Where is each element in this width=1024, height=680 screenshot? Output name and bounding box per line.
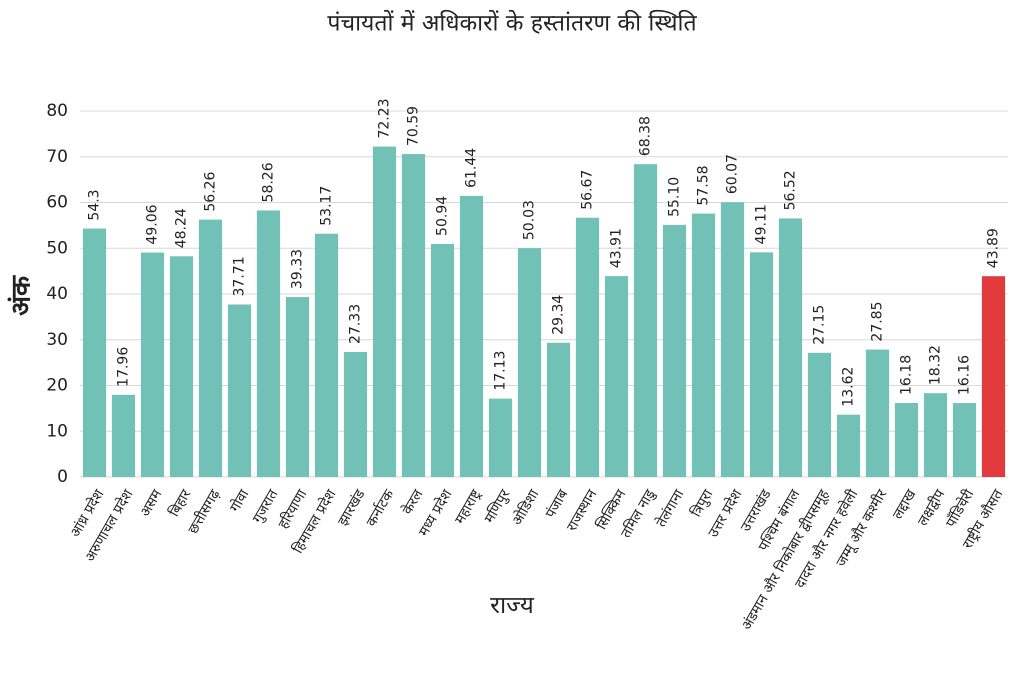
value-label: 29.34	[551, 295, 567, 335]
bar	[981, 276, 1006, 477]
bar	[894, 402, 919, 477]
bar	[691, 213, 716, 477]
bar	[227, 304, 252, 477]
value-label: 50.03	[522, 200, 538, 240]
value-label: 37.71	[232, 256, 248, 296]
x-tick-label: कर्नाटक	[363, 486, 398, 529]
y-tick-label: 50	[46, 238, 68, 258]
bar	[285, 297, 310, 477]
value-label: 49.11	[754, 204, 770, 244]
value-label: 57.58	[696, 165, 712, 205]
value-label: 48.24	[174, 208, 190, 248]
value-label: 60.07	[725, 154, 741, 194]
value-label: 27.85	[870, 301, 886, 341]
bar	[546, 342, 571, 477]
x-axis-label: राज्य	[490, 591, 535, 619]
bar	[111, 394, 136, 477]
y-tick-label: 80	[46, 101, 68, 121]
y-tick-label: 20	[46, 376, 68, 396]
x-tick-label: महाराष्ट्र	[452, 486, 485, 527]
x-tick-label: असम	[137, 486, 165, 519]
value-label: 61.44	[464, 148, 480, 188]
bar	[82, 228, 107, 477]
x-tick-label: त्रिपुरा	[687, 486, 716, 520]
y-tick-label: 40	[46, 284, 68, 304]
value-label: 27.15	[812, 305, 828, 345]
value-label: 70.59	[406, 106, 422, 146]
bar	[401, 154, 426, 477]
value-label: 56.52	[783, 170, 799, 210]
value-label: 39.33	[290, 249, 306, 289]
bar	[198, 219, 223, 477]
x-tick-label: पंजाब	[543, 486, 572, 521]
bar	[749, 252, 774, 477]
value-label: 58.26	[261, 162, 277, 202]
y-axis-label: अंक	[7, 275, 37, 316]
y-tick-label: 10	[46, 421, 68, 441]
value-label: 54.3	[87, 189, 103, 220]
value-label: 56.67	[580, 170, 596, 210]
bar	[807, 352, 832, 477]
value-label: 18.32	[928, 345, 944, 385]
bar	[459, 195, 484, 478]
value-label: 27.33	[348, 304, 364, 344]
x-tick-label: ओडिशा	[508, 486, 542, 528]
bar	[604, 276, 629, 477]
value-label: 55.10	[667, 177, 683, 217]
bar	[720, 202, 745, 477]
value-label: 56.26	[203, 171, 219, 211]
y-tick-label: 70	[46, 147, 68, 167]
bar	[314, 233, 339, 477]
chart-title: पंचायतों में अधिकारों के हस्तांतरण की स्…	[327, 10, 697, 37]
y-tick-label: 60	[46, 193, 68, 213]
bar	[836, 414, 861, 477]
x-tick-label: लद्दाख	[890, 487, 920, 523]
value-label: 43.91	[609, 228, 625, 268]
value-label: 13.62	[841, 367, 857, 407]
bar	[140, 252, 165, 477]
bar	[488, 398, 513, 477]
bar	[633, 164, 658, 477]
bar	[952, 403, 977, 477]
x-tick-label: गोवा	[226, 486, 252, 515]
bar	[256, 210, 281, 477]
value-label: 72.23	[377, 98, 393, 138]
bar	[343, 351, 368, 477]
value-label: 17.96	[116, 347, 132, 387]
bar	[575, 217, 600, 478]
bar	[778, 218, 803, 477]
x-tick-label: तेलंगाना	[653, 486, 688, 530]
value-label: 50.94	[435, 196, 451, 236]
bar	[169, 256, 194, 477]
y-tick-label: 30	[46, 330, 68, 350]
y-tick-label: 0	[57, 467, 68, 487]
bar	[372, 146, 397, 478]
value-label: 16.18	[899, 355, 915, 395]
value-label: 68.38	[638, 116, 654, 156]
bar	[430, 243, 455, 477]
value-label: 17.13	[493, 351, 509, 391]
bar	[923, 393, 948, 477]
value-label: 16.16	[957, 355, 973, 395]
x-tick-label: बिहार	[166, 486, 195, 519]
bar	[865, 349, 890, 477]
bar	[662, 224, 687, 477]
x-tick-label: केरल	[399, 486, 427, 517]
value-label: 49.06	[145, 204, 161, 244]
value-label: 53.17	[319, 186, 335, 226]
value-label: 43.89	[986, 228, 1002, 268]
bar	[517, 248, 542, 477]
